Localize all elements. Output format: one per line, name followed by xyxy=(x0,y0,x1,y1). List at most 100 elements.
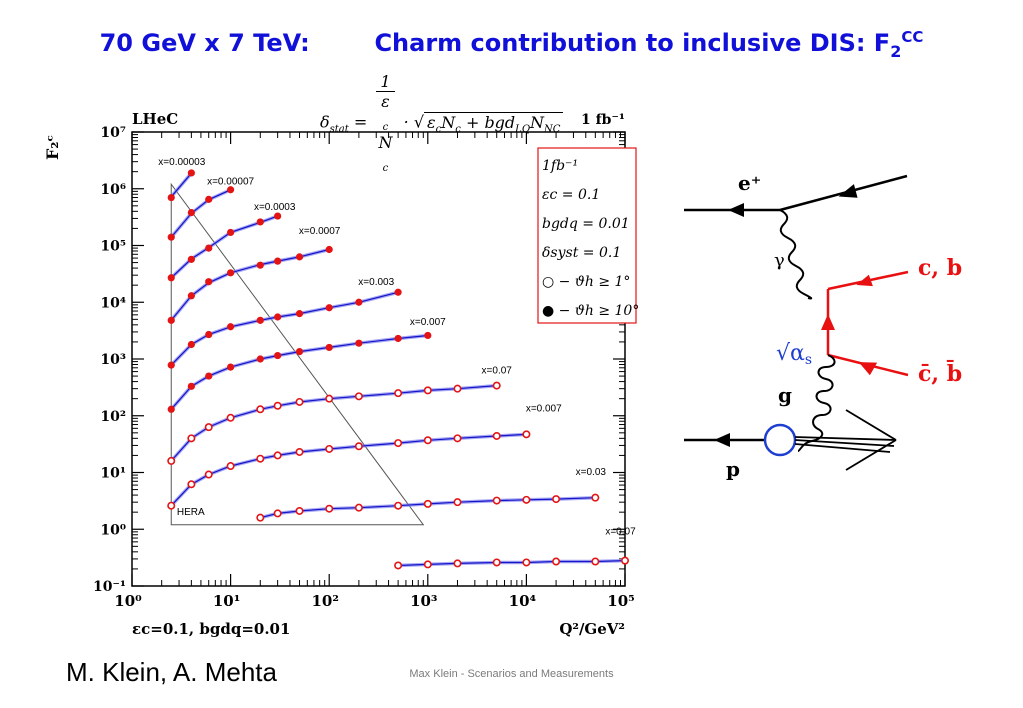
series-curve-4 xyxy=(170,291,399,366)
remnant-arrow-bottom xyxy=(845,439,897,471)
luminosity-label: 1 fb⁻¹ xyxy=(581,112,625,128)
cb-top-label: c, b xyxy=(918,255,962,281)
proton-arrow xyxy=(714,433,730,447)
x-tick-label: 10² xyxy=(311,592,338,610)
formula-sqrt-n-sub: c xyxy=(455,123,461,135)
legend-entry: bgdq = 0.01 xyxy=(542,216,630,232)
data-point xyxy=(256,513,265,522)
formula-equals: = xyxy=(353,112,368,132)
data-point xyxy=(227,186,235,194)
legend-entry: δsyst = 0.1 xyxy=(542,245,621,261)
remnant-line-1 xyxy=(794,436,897,441)
hera-region xyxy=(170,182,425,526)
data-point xyxy=(325,504,334,513)
data-point xyxy=(492,431,501,440)
data-point xyxy=(325,245,333,254)
data-point xyxy=(522,495,531,504)
data-point xyxy=(423,436,432,445)
y-tick-label: 10⁰ xyxy=(100,522,126,538)
data-point xyxy=(295,310,304,318)
title-superscript: CC xyxy=(901,28,924,46)
photon-line xyxy=(779,209,813,300)
data-point xyxy=(591,493,600,502)
series-label: x=0.07 xyxy=(482,366,513,377)
data-point xyxy=(423,499,432,508)
quark-propagator-arrow xyxy=(821,314,835,330)
data-point xyxy=(394,501,403,510)
data-point xyxy=(354,442,363,451)
data-point xyxy=(187,480,196,489)
y-tick-label: 10³ xyxy=(100,352,126,368)
series-label: x=0.0003 xyxy=(254,202,296,213)
slide-title: 70 GeV x 7 TeV: Charm contribution to in… xyxy=(0,28,1023,61)
data-point xyxy=(552,495,561,504)
data-point xyxy=(167,193,175,202)
data-point xyxy=(453,434,462,443)
formula-sqrt-eps-sub: c xyxy=(435,123,442,135)
data-point xyxy=(274,351,282,360)
data-point xyxy=(295,253,304,261)
data-point xyxy=(355,339,363,347)
data-point xyxy=(325,394,334,403)
series-label: x=0.03 xyxy=(576,467,607,478)
data-point xyxy=(167,316,175,324)
data-point xyxy=(256,261,264,269)
y-tick-label: 10¹ xyxy=(100,466,126,482)
series-curve-1 xyxy=(170,189,231,238)
series-label: x=0.07 xyxy=(605,527,636,538)
data-point xyxy=(295,397,304,406)
data-point xyxy=(227,228,235,237)
x-tick-label: 10³ xyxy=(410,592,437,610)
gluon-label: g xyxy=(778,383,792,407)
data-point xyxy=(187,169,195,177)
data-point xyxy=(274,313,282,321)
formula-lhs: δ xyxy=(320,112,330,132)
data-point xyxy=(453,384,462,393)
series-label: x=0.007 xyxy=(526,403,562,414)
data-point xyxy=(591,557,600,566)
x-axis-label: Q²/GeV² xyxy=(559,620,625,638)
legend-entry: εc = 0.1 xyxy=(542,187,600,203)
data-point xyxy=(187,382,195,390)
legend-entry: ○ − ϑh ≥ 1° xyxy=(542,274,630,290)
data-point xyxy=(453,498,462,507)
data-point xyxy=(204,470,213,479)
y-tick-label: 10² xyxy=(100,409,126,425)
data-point xyxy=(273,401,282,410)
x-tick-label: 10⁵ xyxy=(607,592,634,610)
series-label: x=0.00003 xyxy=(158,157,205,168)
data-point xyxy=(394,561,403,570)
data-point xyxy=(522,558,531,567)
remnant-line-3 xyxy=(794,443,891,453)
data-point xyxy=(354,392,363,401)
y-tick-label: 10⁵ xyxy=(100,239,126,255)
y-tick-label: 10⁻¹ xyxy=(93,579,126,595)
data-point xyxy=(205,372,213,380)
remnant-line-2 xyxy=(794,439,895,447)
data-point xyxy=(167,456,176,465)
data-point xyxy=(354,503,363,512)
data-point xyxy=(167,274,175,282)
data-point xyxy=(423,386,432,395)
formula-lhs-sub: stat xyxy=(329,123,349,135)
data-point xyxy=(273,451,282,460)
alpha-s-label: √αs xyxy=(776,341,812,368)
data-point xyxy=(325,304,333,312)
photon-label: γ xyxy=(774,250,785,271)
author-credit: M. Klein, A. Mehta xyxy=(66,657,277,687)
formula-sqrt-sign: √ xyxy=(413,112,425,132)
positron-out-arrow xyxy=(728,203,744,217)
data-point xyxy=(325,444,334,453)
x-tick-label: 10¹ xyxy=(213,592,240,610)
formula-sqrt-nnc-sub: NC xyxy=(544,123,561,135)
series-curve-9 xyxy=(398,560,626,567)
data-point xyxy=(256,316,264,324)
formula-sqrt-bgd: + bgd xyxy=(460,112,516,132)
data-point xyxy=(273,509,282,518)
data-point xyxy=(256,218,264,226)
data-point xyxy=(167,501,176,510)
y-tick-label: 10⁷ xyxy=(100,125,126,141)
data-point xyxy=(226,413,235,422)
data-point xyxy=(620,556,629,565)
